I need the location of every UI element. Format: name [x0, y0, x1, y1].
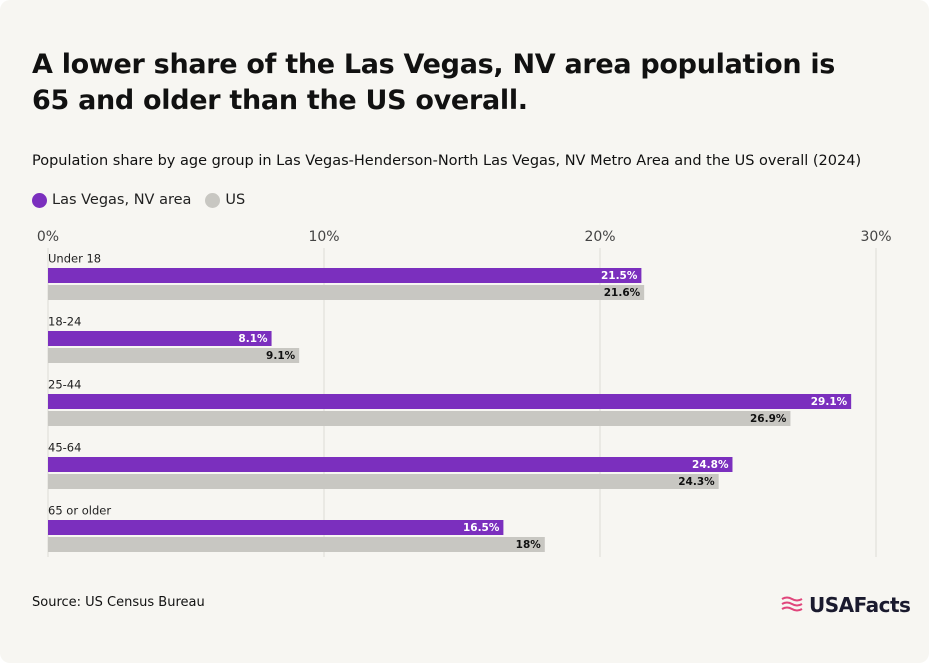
bar [48, 520, 504, 535]
value-label: 21.5% [601, 270, 638, 282]
value-label: 8.1% [238, 333, 268, 345]
logo-text: USAFacts [809, 593, 911, 617]
x-tick-label: 20% [584, 229, 615, 245]
legend-swatch [32, 192, 47, 208]
legend-item: US [205, 192, 245, 208]
value-label: 18% [516, 539, 542, 551]
bar [48, 537, 545, 552]
logo: USAFacts [780, 593, 911, 617]
x-tick-label: 10% [308, 229, 339, 245]
category-label: 65 or older [48, 504, 111, 518]
bar [48, 411, 791, 426]
category-label: 25-44 [48, 378, 81, 392]
legend-label: Las Vegas, NV area [52, 192, 192, 208]
value-label: 24.3% [678, 476, 715, 488]
chart-title: A lower share of the Las Vegas, NV area … [32, 49, 836, 116]
legend-item: Las Vegas, NV area [32, 192, 191, 208]
bar [48, 268, 642, 283]
value-label: 21.6% [604, 287, 641, 299]
value-label: 29.1% [811, 396, 848, 408]
bar [48, 457, 733, 472]
source: Source: US Census Bureau [32, 595, 205, 610]
bar [48, 348, 300, 363]
bar [48, 394, 852, 409]
x-tick-label: 30% [860, 229, 891, 245]
bar [48, 474, 719, 489]
logo-icon [781, 596, 803, 612]
category-label: 18-24 [48, 315, 81, 329]
x-tick-label: 0% [37, 229, 59, 245]
legend-label: US [225, 192, 246, 208]
value-label: 9.1% [266, 350, 296, 362]
value-label: 24.8% [692, 459, 729, 471]
category-label: 45-64 [48, 441, 81, 455]
bar [48, 285, 645, 300]
bar [48, 331, 272, 346]
category-label: Under 18 [48, 252, 101, 266]
chart-subtitle: Population share by age group in Las Veg… [32, 153, 862, 169]
legend: Las Vegas, NV area US [32, 192, 259, 208]
value-label: 16.5% [463, 522, 500, 534]
legend-swatch [205, 192, 221, 208]
value-label: 26.9% [750, 413, 787, 425]
